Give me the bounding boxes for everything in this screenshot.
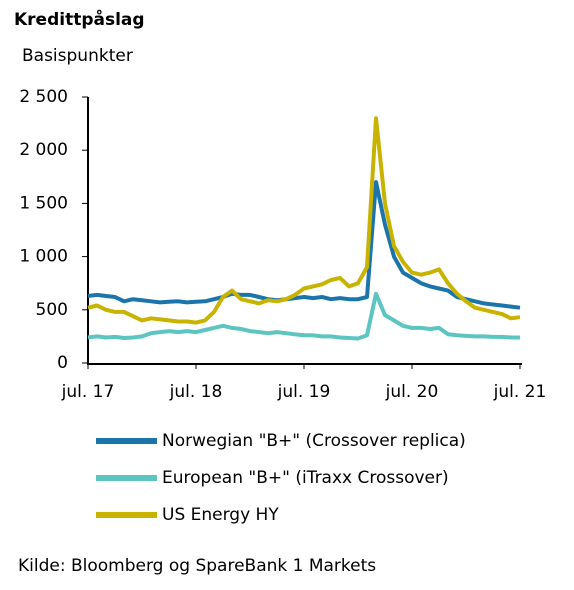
chart-title: Kredittpåslag — [14, 8, 145, 30]
legend-label: US Energy HY — [162, 505, 279, 525]
x-tick-label: jul. 21 — [493, 382, 547, 402]
y-axis-label: Basispunkter — [22, 46, 133, 66]
y-tick-label: 1 500 — [19, 193, 68, 213]
legend-label: European "B+" (iTraxx Crossover) — [162, 468, 449, 488]
series-line — [87, 116, 521, 325]
series-line — [87, 180, 521, 310]
series-line — [87, 291, 520, 341]
x-tick-label: jul. 19 — [277, 382, 331, 402]
x-tick-label: jul. 20 — [385, 382, 439, 402]
y-tick-label: 2 500 — [19, 87, 68, 107]
x-tick-label: jul. 18 — [169, 382, 223, 402]
x-tick-label: jul. 17 — [61, 382, 115, 402]
y-tick-label: 0 — [57, 353, 68, 373]
y-tick-label: 500 — [36, 300, 68, 320]
source: Kilde: Bloomberg og SpareBank 1 Markets — [18, 556, 376, 576]
legend-label: Norwegian "B+" (Crossover replica) — [162, 431, 466, 451]
y-tick-label: 1 000 — [19, 247, 68, 267]
y-tick-label: 2 000 — [19, 140, 68, 160]
